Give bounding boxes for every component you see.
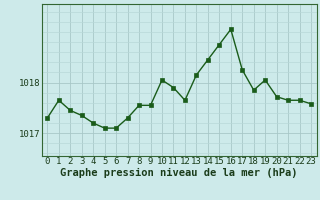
X-axis label: Graphe pression niveau de la mer (hPa): Graphe pression niveau de la mer (hPa) xyxy=(60,168,298,178)
